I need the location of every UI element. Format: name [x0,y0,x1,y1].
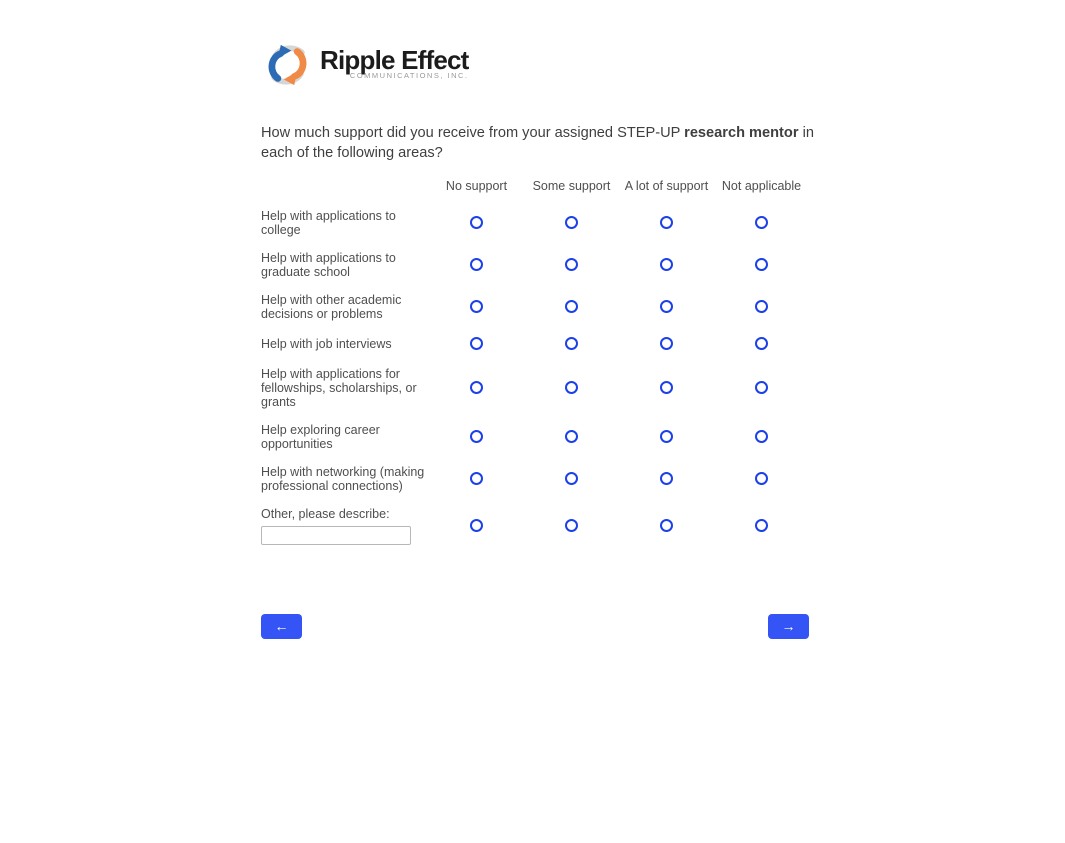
logo-text-block: Ripple Effect COMMUNICATIONS, INC. [320,41,469,80]
question-text-bold: research mentor [684,125,799,141]
row-label-networking: Help with networking (making professiona… [261,465,425,493]
radio-row6-some-support[interactable] [565,430,578,444]
row-label-other-text: Other, please describe: [261,507,390,521]
radio-row1-some-support[interactable] [565,216,578,230]
radio-row8-a-lot-of-support[interactable] [660,519,673,533]
ripple-effect-logo-icon [263,41,312,89]
ripple-effect-logo: Ripple Effect COMMUNICATIONS, INC. [263,41,809,89]
matrix-corner-cell [261,179,429,202]
question-text-pre: How much support did you receive from yo… [261,125,685,141]
radio-row6-not-applicable[interactable] [755,430,768,444]
radio-row2-no-support[interactable] [470,258,483,272]
radio-row6-a-lot-of-support[interactable] [660,430,673,444]
logo-tagline: COMMUNICATIONS, INC. [349,71,469,80]
radio-row4-no-support[interactable] [470,337,483,351]
row-label-other: Other, please describe: [261,500,429,552]
table-row: Help with applications for fellowships, … [261,360,809,416]
column-header-no-support: No support [445,179,508,193]
radio-row2-a-lot-of-support[interactable] [660,258,673,272]
radio-row2-some-support[interactable] [565,258,578,272]
radio-row7-some-support[interactable] [565,472,578,486]
radio-row5-not-applicable[interactable] [755,381,768,395]
radio-row2-not-applicable[interactable] [755,258,768,272]
survey-page: Ripple Effect COMMUNICATIONS, INC. How m… [261,41,814,639]
table-row: Help with other academic decisions or pr… [261,286,809,328]
radio-row3-no-support[interactable] [470,300,483,314]
question-text: How much support did you receive from yo… [261,123,817,163]
radio-row7-a-lot-of-support[interactable] [660,472,673,486]
radio-row5-some-support[interactable] [565,381,578,395]
radio-row7-not-applicable[interactable] [755,472,768,486]
survey-navigation: ← → [261,614,809,639]
radio-row6-no-support[interactable] [470,430,483,444]
back-button[interactable]: ← [261,614,302,639]
radio-row1-a-lot-of-support[interactable] [660,216,673,230]
radio-row7-no-support[interactable] [470,472,483,486]
row-label-academic-decisions: Help with other academic decisions or pr… [261,293,402,321]
radio-row4-a-lot-of-support[interactable] [660,337,673,351]
column-header-not-applicable: Not applicable [721,179,802,193]
radio-row8-no-support[interactable] [470,519,483,533]
table-row: Help with networking (making professiona… [261,458,809,500]
table-row: Help with applications to graduate schoo… [261,244,809,286]
table-row: Help exploring career opportunities [261,416,809,458]
row-label-applications-grad-school: Help with applications to graduate schoo… [261,251,396,279]
question-text-post: in each of the following areas? [261,125,814,161]
radio-row5-a-lot-of-support[interactable] [660,381,673,395]
table-row: Help with job interviews [261,328,809,360]
matrix-table: No support Some support A lot of support… [261,179,809,552]
radio-row4-some-support[interactable] [565,337,578,351]
next-button[interactable]: → [768,614,809,639]
radio-row3-not-applicable[interactable] [755,300,768,314]
radio-row1-not-applicable[interactable] [755,216,768,230]
row-label-fellowships-grants: Help with applications for fellowships, … [261,367,417,409]
radio-row8-some-support[interactable] [565,519,578,533]
logo-title: Ripple Effect [320,45,469,75]
row-label-career-opportunities: Help exploring career opportunities [261,423,380,451]
column-header-some-support: Some support [532,179,611,193]
other-describe-input[interactable] [261,526,411,545]
radio-row3-a-lot-of-support[interactable] [660,300,673,314]
column-header-a-lot-of-support: A lot of support [624,179,709,193]
row-label-job-interviews: Help with job interviews [261,337,392,351]
radio-row5-no-support[interactable] [470,381,483,395]
radio-row8-not-applicable[interactable] [755,519,768,533]
radio-row3-some-support[interactable] [565,300,578,314]
radio-row1-no-support[interactable] [470,216,483,230]
table-row: Help with applications to college [261,202,809,244]
row-label-applications-college: Help with applications to college [261,209,396,237]
matrix-header-row: No support Some support A lot of support… [261,179,809,202]
radio-row4-not-applicable[interactable] [755,337,768,351]
table-row: Other, please describe: [261,500,809,552]
